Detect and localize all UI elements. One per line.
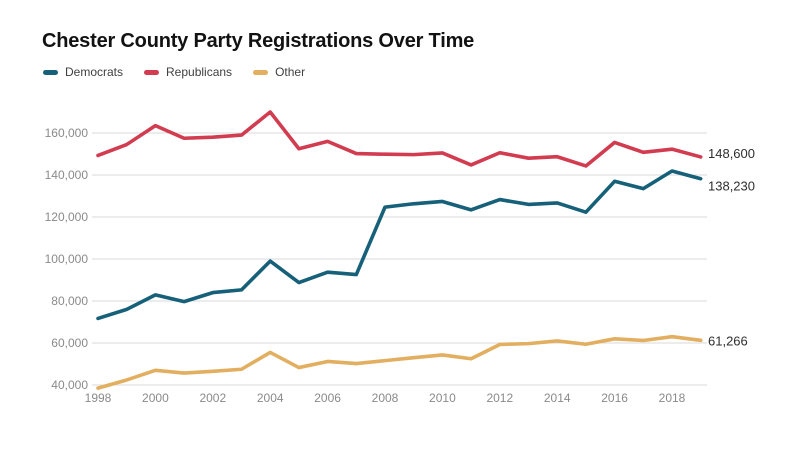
x-axis-label: 2006 — [314, 391, 341, 405]
x-axis-label: 2010 — [429, 391, 456, 405]
chart-title: Chester County Party Registrations Over … — [42, 30, 475, 52]
x-axis-label: 2000 — [142, 391, 169, 405]
value-label-other: 61,266 — [708, 333, 748, 348]
line-democrats — [96, 169, 703, 321]
legend-item-democrats: Democrats — [43, 65, 123, 79]
legend-item-republicans: Republicans — [144, 65, 232, 79]
line-republicans — [96, 110, 703, 168]
y-axis-label: 160,000 — [45, 126, 89, 140]
legend-label: Republicans — [166, 65, 233, 79]
x-axis-label: 2012 — [486, 391, 513, 405]
y-axis-label: 80,000 — [51, 294, 88, 308]
y-axis-label: 60,000 — [51, 336, 88, 350]
x-axis-label: 2004 — [257, 391, 284, 405]
y-axis-label: 120,000 — [45, 210, 89, 224]
value-label-democrats: 138,230 — [708, 179, 755, 194]
x-axis-label: 2016 — [601, 391, 628, 405]
y-axis-label: 40,000 — [51, 378, 88, 392]
legend-swatch-icon — [43, 69, 58, 75]
y-axis-label: 100,000 — [45, 252, 89, 266]
x-axis-label: 2008 — [372, 391, 399, 405]
legend-swatch-icon — [144, 69, 160, 75]
y-axis-label: 140,000 — [45, 168, 89, 182]
legend-label: Other — [275, 65, 306, 79]
legend-label: Democrats — [65, 65, 124, 79]
value-label-republicans: 148,600 — [708, 146, 755, 161]
x-axis-label: 2014 — [544, 391, 571, 405]
legend-item-other: Other — [253, 65, 305, 79]
x-axis-label: 2002 — [199, 391, 226, 405]
legend: Democrats Republicans Other — [43, 65, 305, 79]
x-axis-label: 1998 — [85, 391, 112, 405]
line-other — [96, 334, 703, 390]
x-axis-label: 2018 — [659, 391, 686, 405]
legend-swatch-icon — [253, 69, 269, 75]
